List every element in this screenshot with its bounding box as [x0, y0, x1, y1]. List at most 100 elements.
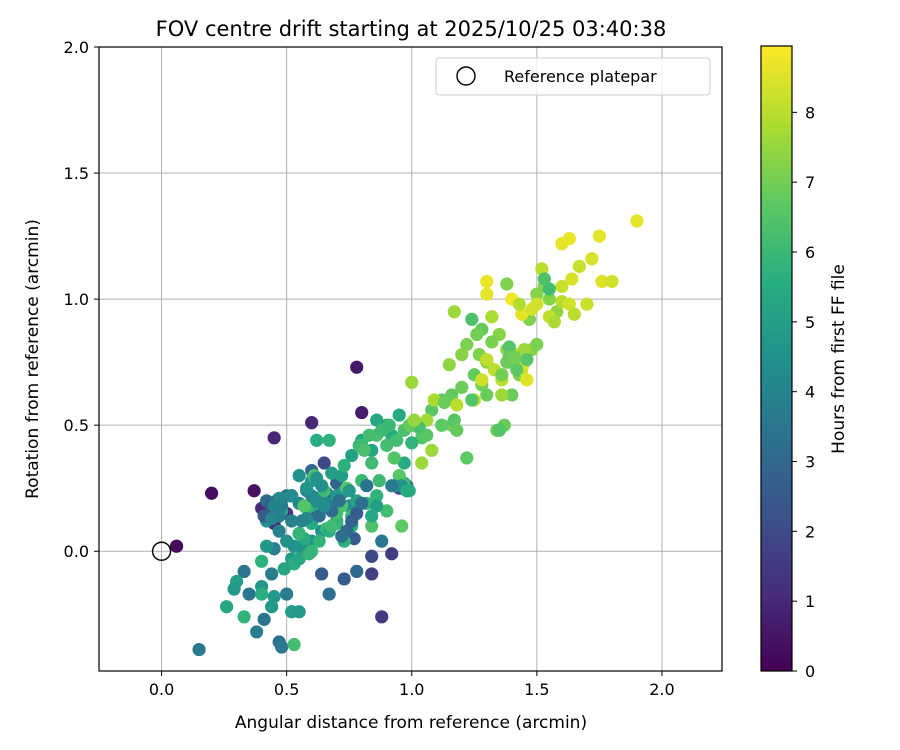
colorbar-tick-label: 4 — [805, 383, 815, 402]
data-point — [425, 403, 439, 417]
colorbar-tick-label: 0 — [805, 662, 815, 681]
colorbar-tick-label: 5 — [805, 313, 815, 332]
data-point — [547, 315, 561, 329]
data-point — [362, 428, 376, 442]
data-point — [555, 279, 569, 294]
data-point — [495, 368, 509, 382]
data-point — [455, 347, 469, 362]
data-point — [450, 423, 464, 437]
data-point — [247, 484, 261, 498]
data-point — [255, 554, 269, 568]
data-point — [390, 433, 404, 447]
data-point — [380, 438, 394, 452]
data-point — [272, 524, 286, 538]
data-point — [592, 229, 607, 243]
data-point — [350, 506, 364, 521]
data-point — [442, 358, 456, 372]
data-point — [450, 398, 464, 412]
data-point — [470, 327, 484, 342]
chart-title: FOV centre drift starting at 2025/10/25 … — [156, 17, 667, 41]
data-point — [507, 350, 521, 364]
data-point — [325, 519, 339, 533]
data-point — [537, 272, 551, 286]
data-point — [312, 509, 326, 523]
data-point — [385, 479, 399, 493]
data-point — [317, 456, 331, 470]
data-point — [520, 373, 534, 387]
data-point — [480, 287, 494, 301]
data-point — [455, 380, 469, 394]
data-point — [372, 474, 386, 488]
grid — [99, 46, 722, 671]
data-point — [535, 262, 549, 276]
data-point — [267, 431, 281, 445]
data-point — [365, 509, 379, 523]
colorbar-tick-label: 6 — [805, 243, 815, 262]
data-point — [405, 436, 419, 450]
data-point — [292, 605, 306, 619]
data-point — [427, 393, 441, 407]
colorbar-label: Hours from first FF file — [829, 264, 849, 454]
data-point — [465, 393, 479, 407]
data-point — [475, 373, 489, 387]
y-tick-label: 1.0 — [64, 290, 89, 309]
data-point — [485, 335, 499, 349]
colorbar-ticks: 0 1 2 3 4 5 6 7 8 — [792, 103, 815, 681]
data-point — [275, 640, 289, 654]
data-point — [280, 587, 294, 601]
y-axis-label: Rotation from reference (arcmin) — [23, 219, 43, 499]
legend: Reference platepar — [435, 57, 711, 96]
data-point — [502, 340, 516, 354]
data-point — [237, 564, 251, 579]
data-point — [520, 353, 534, 367]
data-point — [480, 274, 494, 289]
x-axis-ticks: 0.0 0.5 1.0 1.5 2.0 — [149, 671, 675, 699]
data-point — [580, 297, 594, 311]
data-point — [315, 567, 329, 581]
data-point — [595, 274, 609, 289]
data-point — [357, 443, 371, 457]
data-point — [265, 567, 279, 581]
data-point — [495, 388, 509, 402]
data-point — [267, 590, 281, 604]
y-tick-label: 1.5 — [64, 164, 89, 183]
data-point — [517, 342, 531, 357]
data-point — [437, 395, 451, 410]
data-point — [542, 292, 556, 306]
data-point — [292, 526, 306, 541]
data-point — [192, 642, 206, 657]
data-point — [425, 443, 439, 457]
data-point — [567, 307, 581, 321]
data-point — [350, 564, 364, 579]
data-point — [322, 433, 336, 447]
data-point — [365, 549, 379, 563]
data-point — [265, 511, 279, 526]
data-point — [322, 587, 336, 601]
data-point — [505, 388, 519, 402]
data-point — [385, 547, 399, 561]
data-point — [292, 552, 306, 566]
data-point — [565, 272, 579, 286]
data-point — [265, 600, 279, 614]
x-tick-label: 2.0 — [649, 680, 674, 699]
data-point — [460, 337, 474, 352]
colorbar-gradient — [761, 46, 792, 671]
data-point — [267, 499, 281, 513]
data-point — [310, 471, 324, 485]
data-point — [335, 529, 349, 543]
data-point — [295, 514, 309, 528]
colorbar-tick-label: 7 — [805, 173, 815, 192]
data-point — [542, 282, 556, 296]
data-point — [480, 353, 494, 367]
data-point — [287, 637, 301, 652]
data-point — [257, 612, 271, 626]
data-point — [350, 360, 364, 374]
data-point — [237, 610, 251, 624]
data-point — [387, 451, 401, 465]
x-tick-label: 0.5 — [274, 680, 299, 699]
y-tick-label: 0.5 — [64, 416, 89, 435]
colorbar-tick-label: 3 — [805, 453, 815, 472]
data-point — [317, 499, 331, 513]
data-point — [280, 534, 294, 548]
